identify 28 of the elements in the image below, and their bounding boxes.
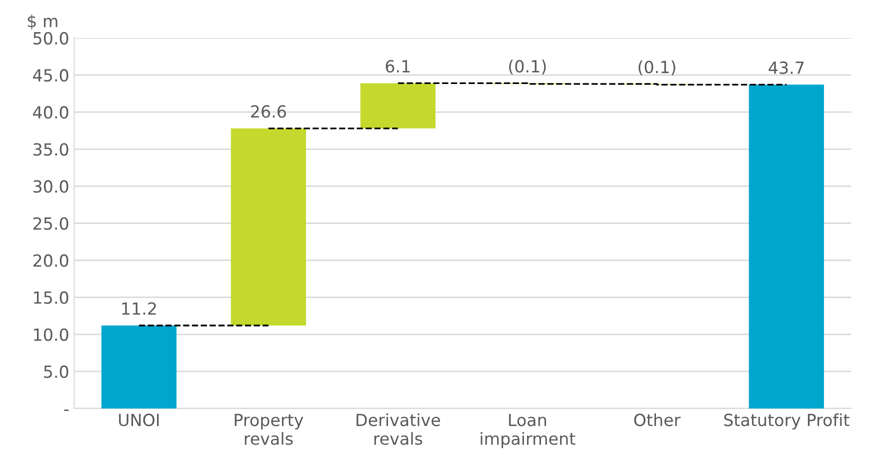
x-tick-label: Other	[634, 413, 681, 426]
x-tick-label: Statutory Profit	[724, 413, 850, 430]
data-label: (0.1)	[638, 60, 676, 76]
y-tick-label: 30.0	[34, 180, 68, 193]
x-tick-label: UNOI	[119, 414, 159, 426]
y-tick-label: 50.0	[34, 32, 68, 45]
y-tick-label: 10.0	[34, 328, 68, 341]
data-label: (0.1)	[509, 60, 546, 75]
y-axis-title: $ m	[28, 14, 58, 30]
data-label: 6.1	[386, 60, 410, 73]
bar	[101, 326, 177, 408]
y-tick-label: 35.0	[34, 143, 68, 156]
y-tick-label: 20.0	[33, 254, 68, 267]
y-tick-label: 5.0	[44, 365, 68, 378]
x-tick-label: Derivative revals	[356, 413, 440, 445]
y-tick-label: 45.0	[33, 69, 68, 82]
data-label: 43.7	[768, 61, 804, 74]
data-label: 26.6	[251, 105, 286, 118]
bar	[230, 128, 306, 326]
bar	[360, 83, 436, 128]
x-tick-label: Property revals	[234, 414, 304, 445]
y-tick-label: 25.0	[33, 217, 68, 230]
x-tick-label: Loan impairment	[480, 414, 576, 448]
y-tick-label: -	[64, 410, 69, 411]
data-label: 11.2	[122, 302, 156, 315]
y-tick-label: 15.0	[34, 291, 68, 304]
y-tick-label: 40.0	[33, 106, 68, 119]
bar	[748, 84, 824, 408]
